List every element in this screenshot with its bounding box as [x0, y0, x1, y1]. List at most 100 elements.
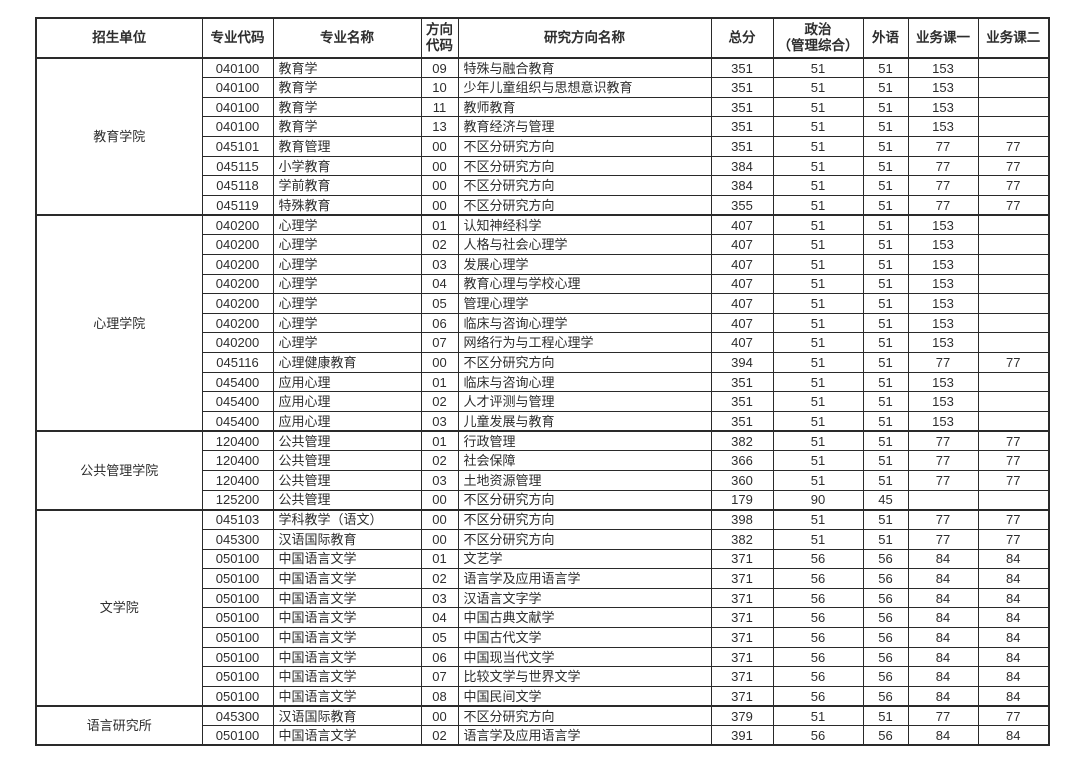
- table-row: 050100 中国语言文学 04 中国古典文献学 371 56 56 84 84: [36, 607, 1050, 629]
- politics-score-cell: 51: [772, 469, 864, 491]
- table-row: 040100 教育学 13 教育经济与管理 351 51 51 153: [36, 116, 1050, 138]
- admission-score-table: 招生单位 专业代码 专业名称 方向 代码 研究方向名称 总分 政治 （管理综合） 外语 业务课一…: [35, 17, 1050, 747]
- course2-score-cell: [977, 116, 1050, 138]
- direction-name-cell: 不区分研究方向: [457, 489, 712, 511]
- major-name-cell: 公共管理: [272, 430, 422, 452]
- major-name-cell: 中国语言文学: [272, 666, 422, 687]
- foreign-language-score-cell: 45: [862, 489, 909, 511]
- major-code-cell: 050100: [201, 587, 274, 609]
- foreign-language-score-cell: 51: [862, 332, 909, 354]
- course2-score-cell: 84: [977, 627, 1050, 648]
- direction-name-cell: 儿童发展与教育: [457, 411, 712, 432]
- major-code-cell: 040200: [201, 214, 274, 236]
- major-code-cell: 045103: [201, 508, 274, 530]
- foreign-language-score-cell: 51: [862, 96, 909, 118]
- course1-score-cell: 153: [907, 411, 979, 432]
- total-score-cell: 366: [710, 450, 774, 471]
- major-name-cell: 心理学: [272, 332, 422, 354]
- course2-score-cell: 77: [977, 469, 1050, 491]
- direction-name-cell: 中国民间文学: [457, 686, 712, 707]
- direction-name-cell: 认知神经科学: [457, 214, 712, 236]
- direction-name-cell: 临床与咨询心理学: [457, 312, 712, 334]
- course2-score-cell: 77: [977, 450, 1050, 471]
- course2-score-cell: 77: [977, 136, 1050, 157]
- score-table-body: 教育学院 040100 教育学 09 特殊与融合教育 351 51 51 153 040100 教育…: [35, 56, 1050, 746]
- course1-score-cell: 77: [907, 450, 979, 471]
- course1-score-cell: 77: [907, 155, 979, 177]
- major-name-cell: 应用心理: [272, 391, 422, 413]
- course1-score-cell: 77: [907, 352, 979, 373]
- table-row: 045400 应用心理 03 儿童发展与教育 351 51 51 153: [36, 411, 1050, 432]
- foreign-language-score-cell: 51: [862, 253, 909, 275]
- total-score-cell: 384: [710, 175, 774, 196]
- admission-score-table-container: 招生单位 专业代码 专业名称 方向 代码 研究方向名称 总分 政治 （管理综合） 外语 业务课一…: [35, 17, 1050, 747]
- direction-code-cell: 03: [420, 587, 459, 609]
- direction-name-cell: 比较文学与世界文学: [457, 666, 712, 687]
- politics-score-cell: 56: [772, 686, 864, 707]
- total-score-cell: 351: [710, 96, 774, 118]
- direction-code-cell: 07: [420, 332, 459, 354]
- course2-score-cell: 84: [977, 548, 1050, 570]
- major-name-cell: 心理学: [272, 273, 422, 295]
- course2-score-cell: 77: [977, 430, 1050, 452]
- direction-code-cell: 01: [420, 548, 459, 570]
- direction-code-cell: 06: [420, 312, 459, 334]
- major-name-cell: 公共管理: [272, 469, 422, 491]
- course2-score-cell: [977, 411, 1050, 432]
- foreign-language-score-cell: 51: [862, 194, 909, 216]
- direction-name-cell: 教育心理与学校心理: [457, 273, 712, 295]
- course1-score-cell: 153: [907, 332, 979, 354]
- course1-score-cell: 84: [907, 607, 979, 629]
- column-header: 招生单位: [35, 17, 203, 59]
- direction-code-cell: 13: [420, 116, 459, 138]
- total-score-cell: 355: [710, 194, 774, 216]
- direction-code-cell: 00: [420, 489, 459, 511]
- table-row: 120400 公共管理 03 土地资源管理 360 51 51 77 77: [36, 469, 1050, 491]
- politics-score-cell: 51: [772, 528, 864, 550]
- total-score-cell: 351: [710, 371, 774, 393]
- major-code-cell: 050100: [201, 725, 274, 746]
- major-code-cell: 050100: [201, 666, 274, 687]
- major-name-cell: 心理学: [272, 253, 422, 275]
- foreign-language-score-cell: 51: [862, 411, 909, 432]
- major-name-cell: 汉语国际教育: [272, 528, 422, 550]
- direction-name-cell: 不区分研究方向: [457, 705, 712, 727]
- course1-score-cell: [907, 489, 979, 511]
- major-name-cell: 中国语言文学: [272, 646, 422, 668]
- column-header: 业务课二: [977, 17, 1050, 59]
- course2-score-cell: 77: [977, 528, 1050, 550]
- direction-code-cell: 04: [420, 607, 459, 629]
- course1-score-cell: 84: [907, 627, 979, 648]
- direction-code-cell: 00: [420, 528, 459, 550]
- total-score-cell: 379: [710, 705, 774, 727]
- major-code-cell: 120400: [201, 469, 274, 491]
- course2-score-cell: [977, 57, 1050, 79]
- politics-score-cell: 51: [772, 332, 864, 354]
- table-row: 公共管理学院 120400 公共管理 01 行政管理 382 51 51 77 77: [35, 430, 1050, 511]
- politics-score-cell: 56: [772, 548, 864, 570]
- direction-code-cell: 00: [420, 705, 459, 727]
- column-header: 专业代码: [201, 17, 274, 59]
- politics-score-cell: 51: [772, 391, 864, 413]
- direction-name-cell: 不区分研究方向: [457, 175, 712, 196]
- major-code-cell: 050100: [201, 627, 274, 648]
- major-name-cell: 学前教育: [272, 175, 422, 196]
- major-code-cell: 040100: [201, 96, 274, 118]
- politics-score-cell: 51: [772, 508, 864, 530]
- politics-score-cell: 56: [772, 627, 864, 648]
- table-row: 040200 心理学 07 网络行为与工程心理学 407 51 51 153: [36, 332, 1050, 354]
- direction-name-cell: 不区分研究方向: [457, 194, 712, 216]
- foreign-language-score-cell: 51: [862, 508, 909, 530]
- direction-code-cell: 00: [420, 508, 459, 530]
- foreign-language-score-cell: 51: [862, 57, 909, 79]
- direction-code-cell: 05: [420, 627, 459, 648]
- total-score-cell: 407: [710, 293, 774, 314]
- course2-score-cell: [977, 312, 1050, 334]
- course2-score-cell: 77: [977, 194, 1050, 216]
- total-score-cell: 407: [710, 332, 774, 354]
- politics-score-cell: 90: [772, 489, 864, 511]
- course2-score-cell: 77: [977, 155, 1050, 177]
- table-row: 教育学院 040100 教育学 09 特殊与融合教育 351 51 51 153: [35, 56, 1050, 216]
- total-score-cell: 371: [710, 646, 774, 668]
- direction-name-cell: 汉语言文字学: [457, 587, 712, 609]
